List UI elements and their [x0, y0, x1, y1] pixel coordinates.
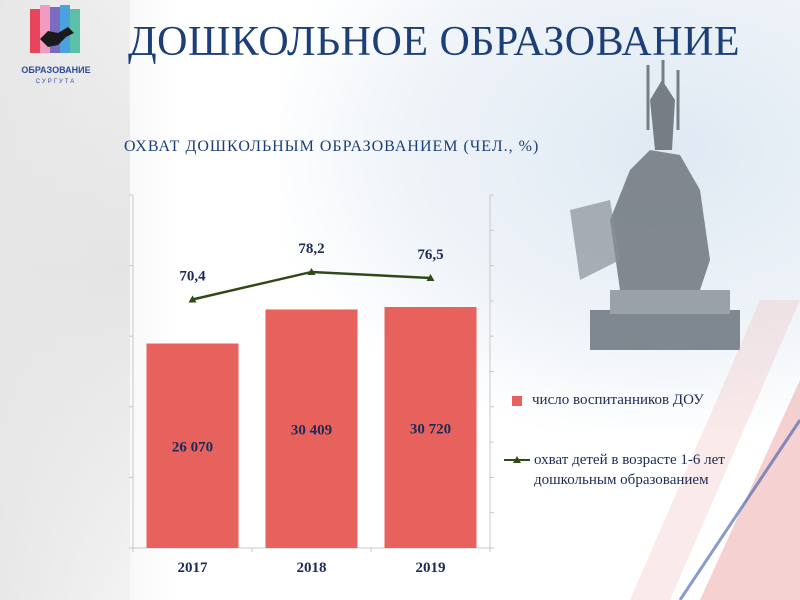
legend-line-swatch — [504, 456, 530, 463]
bar-series — [146, 307, 477, 548]
legend-bar-swatch — [512, 396, 522, 406]
x-tick-label: 2017 — [178, 560, 209, 576]
bar-value-label: 30 409 — [291, 423, 332, 439]
chart-title: ОХВАТ ДОШКОЛЬНЫМ ОБРАЗОВАНИЕМ (ЧЕЛ., %) — [124, 138, 540, 155]
line-point — [307, 267, 316, 275]
logo-subtext: СУРГУТА — [35, 79, 77, 85]
bar-2019 — [384, 307, 477, 548]
x-tick-label: 2018 — [297, 560, 327, 576]
line-series — [188, 267, 435, 303]
legend-bar-label: число воспитанников ДОУ — [532, 392, 704, 408]
axis-ticks — [129, 194, 494, 552]
legend-item-bar: число воспитанников ДОУ — [512, 390, 704, 410]
data-labels: 26 070 2017 30 409 2018 30 720 2019 70,4 78,2 76… — [172, 241, 451, 576]
bar-2017 — [146, 343, 239, 548]
bar-2018 — [265, 309, 358, 548]
books-logo-icon — [30, 5, 80, 53]
monument-image — [570, 60, 740, 350]
x-tick-label: 2019 — [416, 560, 446, 576]
line-path — [192, 270, 431, 301]
line-point — [426, 273, 435, 281]
line-value-label: 76,5 — [417, 247, 443, 263]
line-point — [188, 295, 197, 303]
line-value-label: 70,4 — [179, 268, 206, 284]
legend-item-line: охват детей в возрасте 1-6 лет дошкольны… — [504, 450, 784, 490]
bar-value-label: 30 720 — [410, 422, 451, 438]
legend-line-label: охват детей в возрасте 1-6 лет дошкольны… — [534, 452, 725, 488]
logo-text: ОБРАЗОВАНИЕ — [21, 65, 91, 75]
page-title: ДОШКОЛЬНОЕ ОБРАЗОВАНИЕ — [128, 19, 741, 65]
line-value-label: 78,2 — [298, 241, 324, 257]
background-sky — [280, 0, 800, 430]
logo: ОБРАЗОВАНИЕ СУРГУТА — [20, 5, 92, 95]
bar-value-label: 26 070 — [172, 440, 213, 456]
background-decor-stripe — [630, 300, 800, 600]
